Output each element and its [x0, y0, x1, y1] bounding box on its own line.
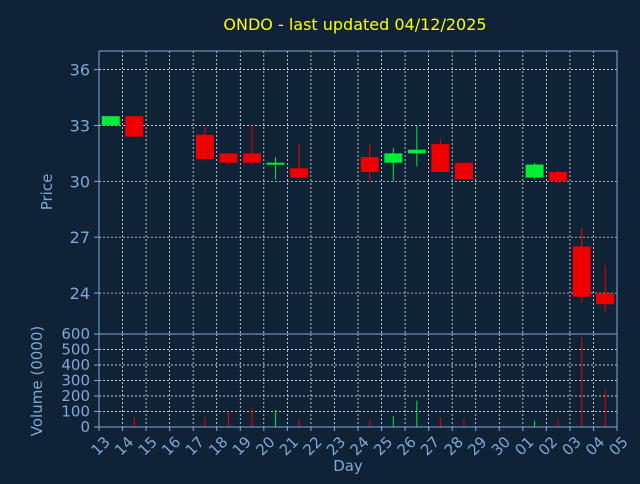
x-tick-label: 01: [511, 433, 537, 459]
candle-21: [290, 144, 309, 178]
candle-26: [407, 125, 426, 167]
price-axis-label: Price: [38, 174, 56, 211]
candle-17: [195, 125, 214, 161]
candle-18: [219, 153, 238, 165]
volume-tick-label: 200: [61, 387, 90, 405]
price-tick-label: 30: [70, 172, 90, 191]
x-tick-label: 16: [158, 433, 184, 459]
candle-01: [525, 162, 544, 180]
candle-20: [266, 157, 285, 180]
x-tick-label: 30: [488, 433, 514, 459]
x-axis-label: Day: [333, 457, 363, 475]
x-tick-label: 26: [394, 433, 420, 459]
price-tick-label: 36: [70, 61, 90, 80]
candle-body: [243, 153, 262, 163]
candle-28: [454, 162, 473, 180]
x-tick-label: 03: [558, 433, 584, 459]
volume-bars: [133, 337, 606, 427]
volume-tick-label: 0: [80, 418, 90, 436]
candle-body: [125, 116, 144, 137]
candle-body: [407, 149, 426, 154]
candle-27: [431, 138, 450, 173]
x-tick-label: 29: [464, 433, 490, 459]
x-axis-ticks: 1314151617181920212223242526272829300102…: [88, 427, 632, 459]
x-tick-label: 23: [323, 433, 349, 459]
chart-title: ONDO - last updated 04/12/2025: [223, 15, 486, 34]
volume-tick-label: 100: [61, 403, 90, 421]
candle-04: [596, 265, 615, 312]
x-tick-label: 02: [535, 433, 561, 459]
price-tick-label: 24: [70, 284, 90, 303]
volume-tick-label: 600: [61, 325, 90, 343]
candle-body: [431, 144, 450, 173]
volume-grid: [98, 333, 618, 428]
price-axis-ticks: 24 27 30 33 36: [70, 61, 99, 303]
candle-body: [219, 153, 238, 163]
x-tick-label: 05: [606, 433, 632, 459]
volume-axis-label: Volume (0000): [28, 326, 46, 436]
volume-tick-label: 300: [61, 372, 90, 390]
price-tick-label: 33: [70, 116, 90, 135]
x-tick-label: 24: [347, 433, 373, 459]
candle-body: [454, 162, 473, 180]
price-grid: [98, 51, 618, 334]
x-tick-label: 04: [582, 433, 608, 459]
candle-13: [101, 116, 120, 126]
candle-body: [266, 162, 285, 165]
candle-25: [384, 147, 403, 182]
x-tick-label: 17: [182, 433, 208, 459]
candle-24: [360, 144, 379, 182]
x-tick-label: 18: [205, 433, 231, 459]
x-tick-label: 25: [370, 433, 396, 459]
candle-body: [525, 164, 544, 178]
candle-03: [572, 227, 591, 303]
candle-body: [101, 116, 120, 126]
candle-14: [125, 116, 144, 137]
x-tick-label: 22: [299, 433, 325, 459]
volume-tick-label: 400: [61, 356, 90, 374]
x-tick-label: 15: [135, 433, 161, 459]
candle-body: [596, 293, 615, 305]
candle-body: [572, 246, 591, 297]
x-tick-label: 27: [417, 433, 443, 459]
candle-body: [195, 134, 214, 159]
x-tick-label: 28: [441, 433, 467, 459]
x-tick-label: 13: [88, 433, 114, 459]
candle-body: [384, 153, 403, 163]
candle-body: [290, 168, 309, 178]
price-tick-label: 27: [70, 228, 90, 247]
candle-body: [360, 157, 379, 173]
x-tick-label: 21: [276, 433, 302, 459]
x-tick-label: 19: [229, 433, 255, 459]
candles: [101, 116, 615, 312]
x-tick-label: 20: [252, 433, 278, 459]
x-tick-label: 14: [111, 433, 137, 459]
candle-02: [549, 170, 568, 184]
candle-19: [243, 125, 262, 165]
volume-tick-label: 500: [61, 341, 90, 359]
candle-body: [549, 172, 568, 182]
